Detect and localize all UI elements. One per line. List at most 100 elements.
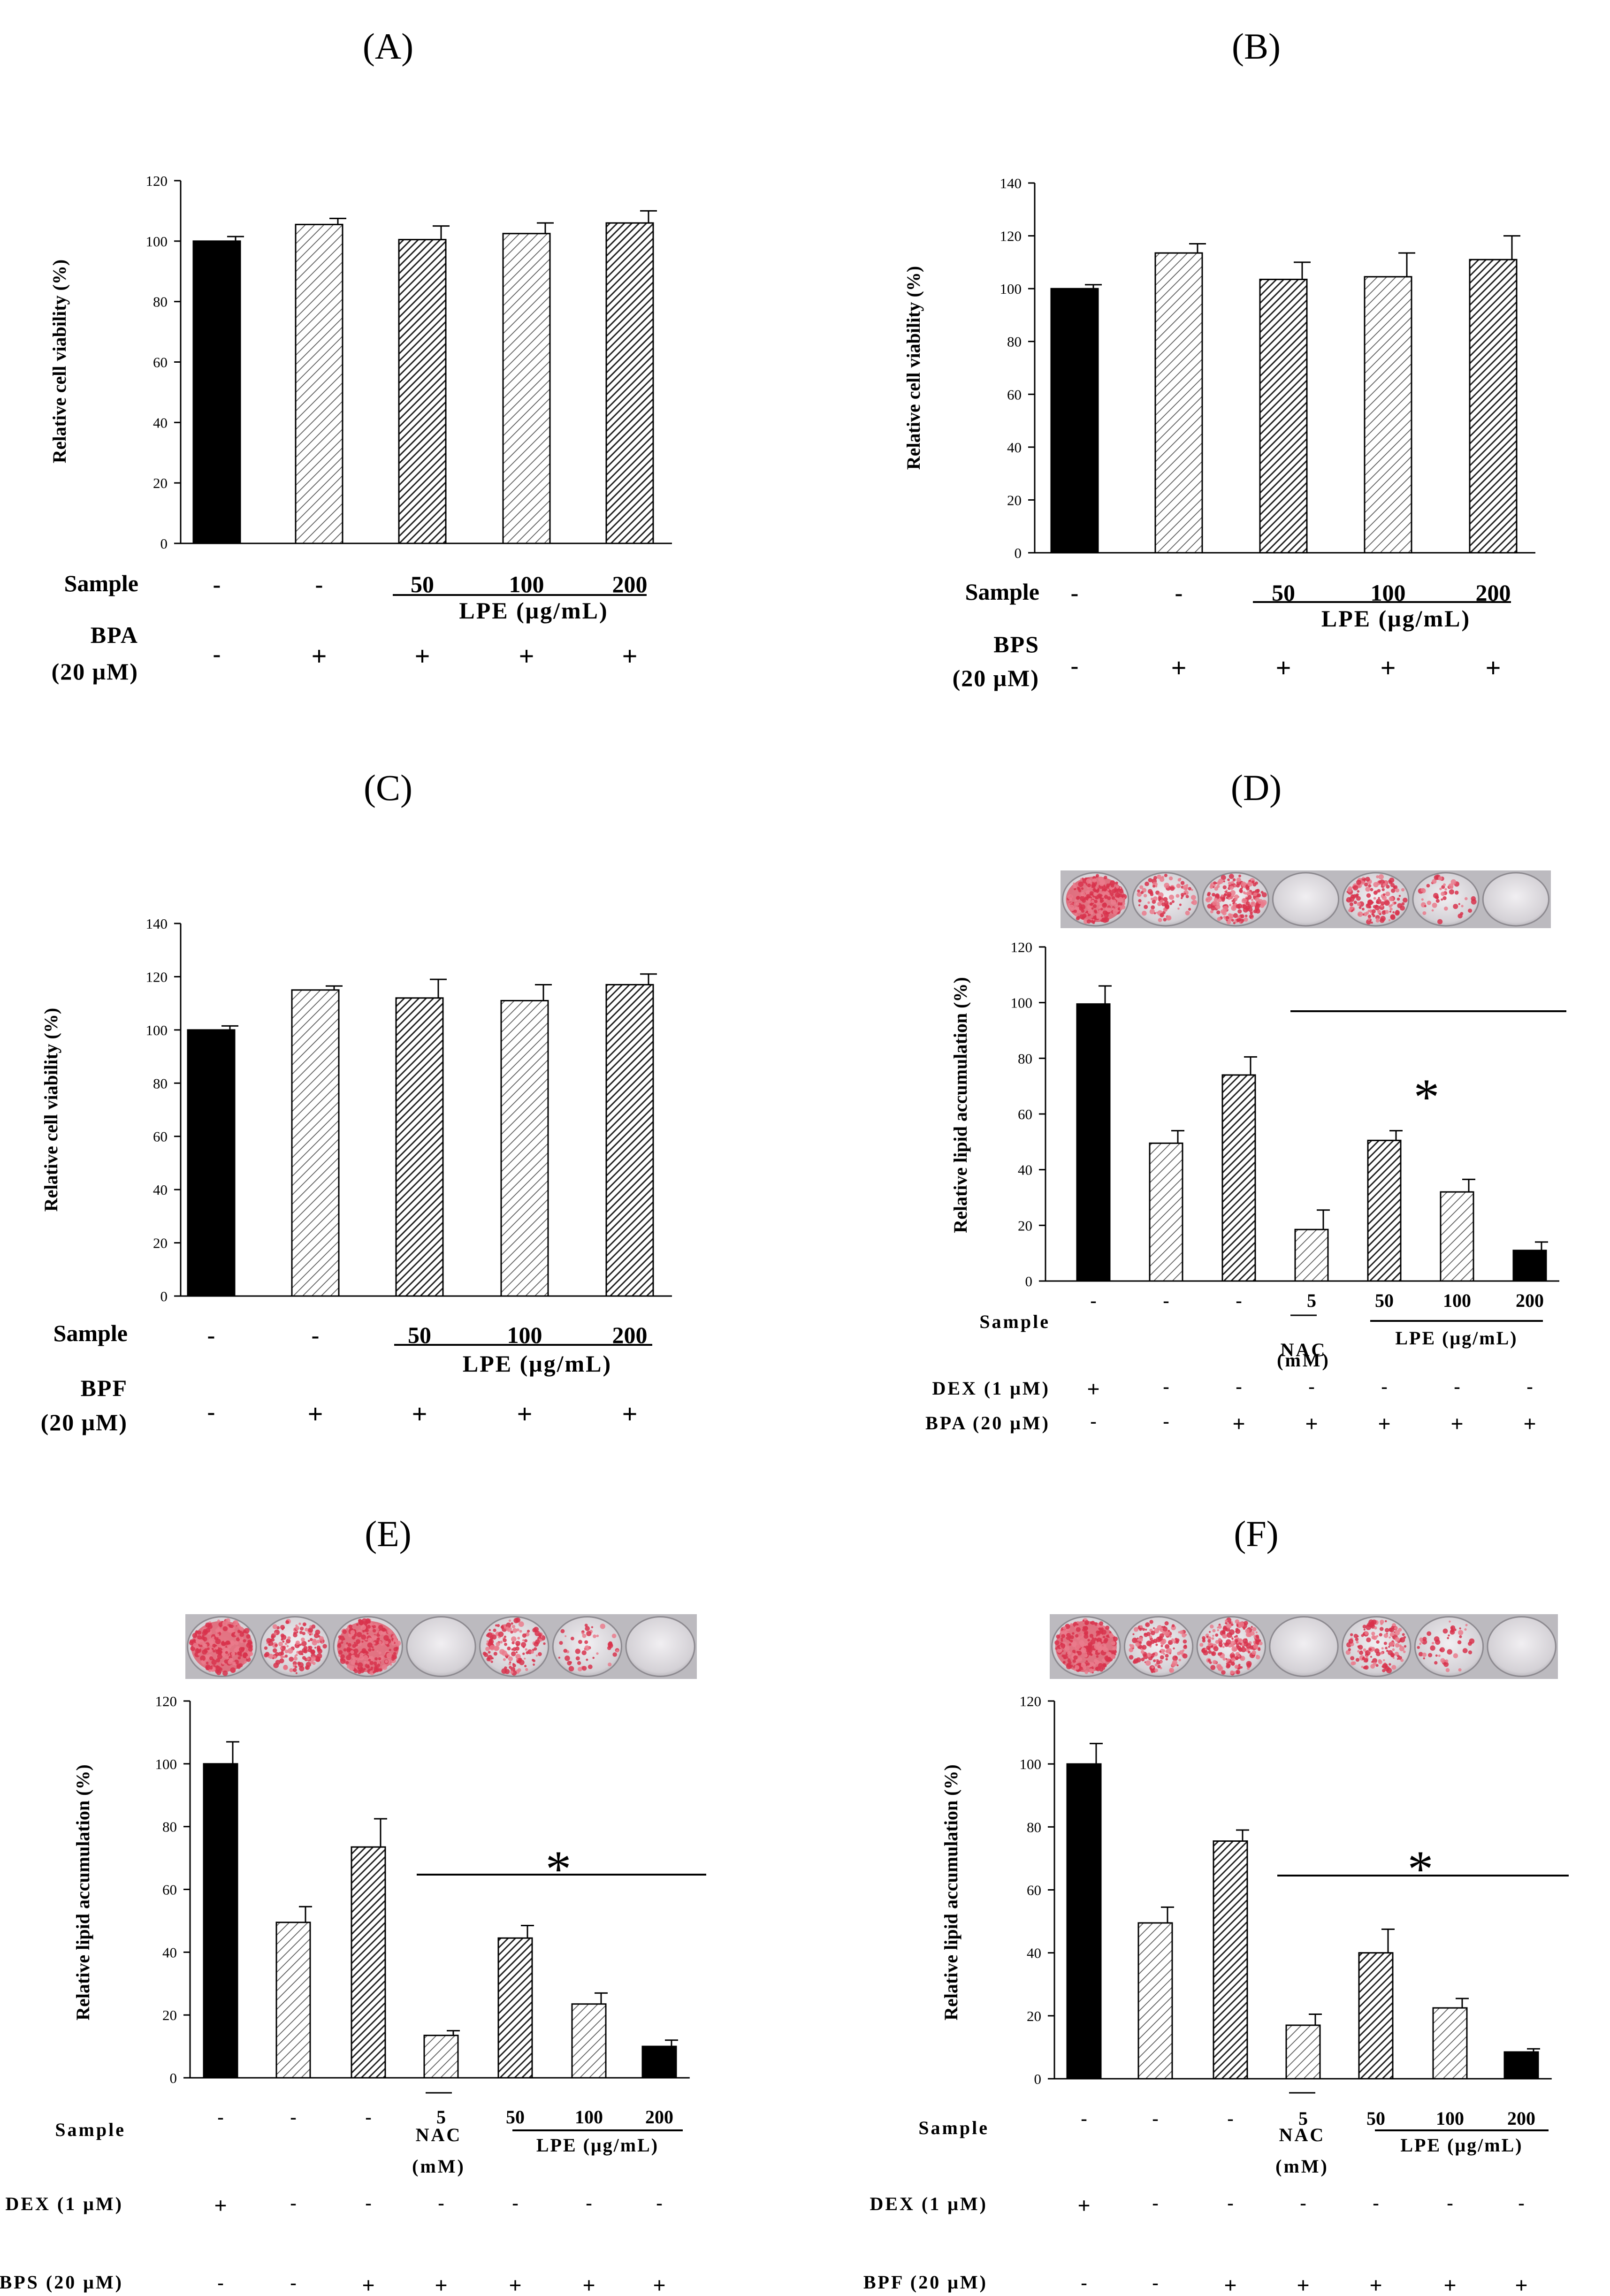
stain-spot	[1404, 1645, 1407, 1648]
treatment-value: -	[1090, 1411, 1096, 1432]
stain-spot	[284, 1649, 289, 1654]
stain-spot	[516, 1628, 519, 1632]
stain-spot	[1159, 877, 1165, 882]
stain-spot	[1067, 1651, 1071, 1655]
stain-spot	[313, 1633, 319, 1639]
stain-spot	[1229, 885, 1234, 890]
stain-spot	[1166, 915, 1171, 921]
stain-spot	[1403, 1650, 1406, 1653]
stain-spot	[1157, 1664, 1161, 1669]
stain-spot	[293, 1656, 298, 1661]
stain-spot	[1117, 907, 1121, 911]
stain-spot	[505, 1653, 508, 1656]
stain-spot	[244, 1661, 247, 1663]
y-tick-label: 140	[146, 915, 168, 932]
stain-spot	[1383, 1633, 1389, 1638]
stain-spot	[1447, 1649, 1452, 1655]
stain-spot	[227, 1628, 232, 1633]
stain-spot	[1350, 1633, 1353, 1636]
stain-spot	[1251, 1650, 1256, 1655]
stain-spot	[1102, 917, 1108, 923]
stain-spot	[1236, 904, 1240, 909]
stain-spot	[312, 1662, 316, 1665]
stain-spot	[1255, 906, 1259, 910]
stain-spot	[1099, 1634, 1103, 1637]
stain-spot	[1448, 883, 1454, 889]
stain-spot	[372, 1648, 374, 1651]
stain-spot	[1098, 1627, 1100, 1630]
stain-spot	[1389, 1663, 1391, 1666]
stain-spot	[1129, 1655, 1134, 1660]
nac-label: (mM)	[1275, 2156, 1329, 2177]
stain-spot	[1355, 1658, 1360, 1662]
sample-row-label: Sample	[965, 579, 1039, 605]
stain-spot	[372, 1629, 376, 1632]
bar	[1149, 1142, 1183, 1282]
stain-spot	[1092, 878, 1097, 883]
stain-spot	[1353, 885, 1358, 891]
stain-spot	[496, 1642, 500, 1647]
stain-spot	[508, 1619, 511, 1622]
stain-spot	[1175, 894, 1180, 898]
y-tick-label: 20	[1018, 1217, 1032, 1234]
stain-spot	[1244, 915, 1248, 917]
stain-spot	[222, 1621, 228, 1626]
y-tick-label: 0	[160, 1288, 168, 1304]
stain-spot	[533, 1663, 535, 1666]
stain-spot	[1167, 1630, 1170, 1632]
treatment-value: -	[1163, 1376, 1169, 1397]
stain-spot	[234, 1641, 239, 1645]
stain-spot	[1094, 1638, 1097, 1641]
stain-spot	[299, 1643, 302, 1646]
stain-spot	[1218, 1638, 1221, 1641]
stain-spot	[1421, 898, 1424, 901]
significance-marker: *	[1414, 1068, 1440, 1126]
treatment-value: +	[1515, 2273, 1527, 2294]
stain-spot	[1461, 905, 1464, 908]
stain-spot	[294, 1655, 297, 1657]
stain-spot	[1111, 1641, 1116, 1646]
stain-spot	[373, 1625, 376, 1629]
well-rim	[1482, 872, 1550, 927]
stain-spot	[1370, 1655, 1373, 1658]
stain-spot	[1459, 1627, 1461, 1630]
stain-spot	[346, 1655, 351, 1661]
treatment-value: -	[438, 2192, 444, 2213]
stain-spot	[388, 1659, 390, 1661]
stain-spot	[1448, 1634, 1450, 1637]
stain-spot	[591, 1626, 594, 1628]
stain-spot	[1251, 899, 1253, 901]
stain-spot	[1368, 1648, 1372, 1651]
stain-spot	[1095, 875, 1098, 878]
stain-spot	[1183, 1639, 1187, 1644]
stain-spot	[1385, 1647, 1388, 1649]
treatment-value: +	[1232, 1411, 1245, 1436]
stain-spot	[1251, 917, 1253, 920]
bar	[1432, 2007, 1468, 2080]
stain-spot	[230, 1667, 236, 1673]
bar	[502, 233, 551, 544]
y-tick-label: 20	[1007, 492, 1022, 508]
bar	[1440, 1191, 1474, 1282]
stain-spot	[301, 1637, 305, 1642]
stain-spot	[1183, 1644, 1187, 1648]
stain-spot	[280, 1646, 286, 1651]
well-rim	[406, 1616, 476, 1677]
treatment-value: +	[435, 2273, 447, 2294]
stain-spot	[1432, 902, 1437, 908]
stain-spot	[1375, 1664, 1379, 1667]
stain-spot	[1159, 1650, 1162, 1653]
stain-spot	[1212, 900, 1217, 906]
stain-spot	[366, 1661, 370, 1665]
stain-spot	[1385, 910, 1389, 914]
stain-spot	[501, 1668, 507, 1674]
stain-spot	[349, 1653, 351, 1655]
stain-spot	[1226, 919, 1228, 922]
stain-spot	[1066, 1632, 1071, 1638]
stain-spot	[1153, 876, 1157, 880]
stain-spot	[1202, 1638, 1206, 1641]
stain-spot	[1090, 903, 1093, 906]
stain-spot	[1091, 900, 1095, 903]
stain-spot	[213, 1649, 216, 1653]
stain-spot	[1261, 892, 1267, 898]
